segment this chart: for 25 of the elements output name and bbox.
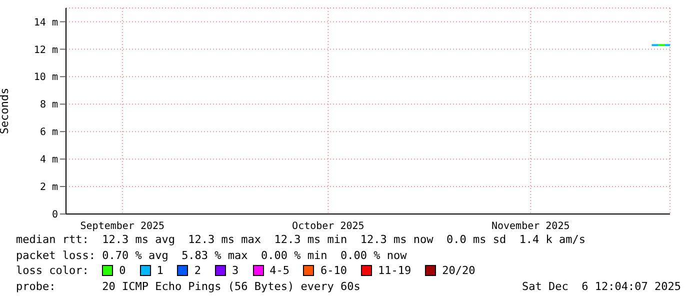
y-tick-label: 10 m — [34, 72, 58, 84]
legend-label: 6-10 — [319, 263, 347, 278]
y-tick-label: 6 m — [40, 127, 58, 138]
legend-label: 11-19 — [376, 263, 412, 278]
text: packet loss: 0.70 % avg 5.83 % max 0.00 % min 0.00 % now — [16, 248, 408, 263]
text: probe: 20 ICMP Echo Pings (56 Bytes) every 60s — [16, 278, 360, 294]
x-tick-label: September 2025 — [80, 221, 165, 232]
legend-label: 1 — [156, 263, 164, 278]
legend-label: 3 — [230, 263, 239, 278]
x-tick-label: November 2025 — [491, 221, 570, 232]
y-tick-label: 8 m — [40, 100, 58, 111]
legend-label: 4-5 — [268, 263, 290, 278]
legend-label: 0 — [118, 263, 126, 278]
y-tick-label: 4 m — [40, 154, 58, 166]
legend-label: 2 — [193, 263, 201, 278]
y-tick-label: 12 m — [34, 44, 58, 56]
text: Sat Dec 6 12:04:07 2025 — [522, 278, 681, 294]
y-tick-label: 0 — [52, 210, 58, 221]
y-axis-title: Seconds — [0, 88, 11, 134]
y-tick-label: 14 m — [34, 17, 58, 28]
y-tick-label: 2 m — [40, 182, 58, 194]
text: median rtt: 12.3 ms avg 12.3 ms max 12.3 ms min 12.3 ms now 0.0 ms sd 1.4 k am/s — [16, 232, 587, 248]
x-tick-label: October 2025 — [292, 221, 364, 232]
legend-label: 20/20 — [441, 263, 476, 278]
legend-title: loss color: — [16, 263, 90, 278]
